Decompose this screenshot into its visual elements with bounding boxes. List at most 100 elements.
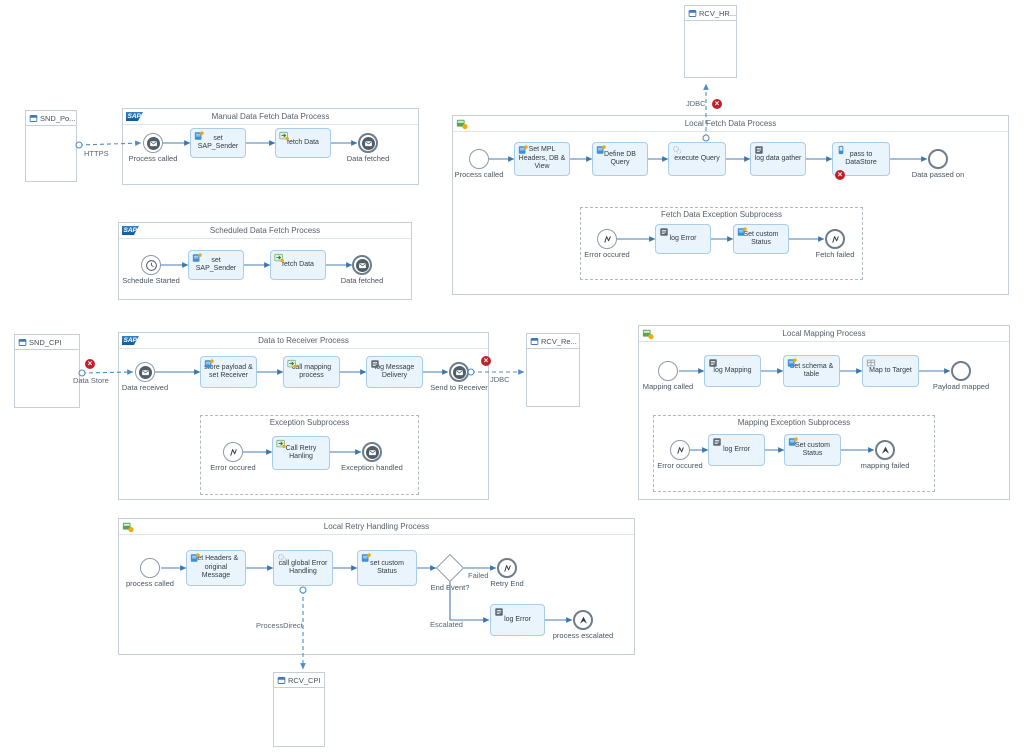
process-title: Local Mapping Process: [782, 329, 866, 338]
event-d2r-start[interactable]: [135, 362, 155, 382]
jdbc-right-label: JDBC: [490, 375, 510, 384]
jdbc-up-label: JDBC: [686, 99, 706, 108]
error-badge: ×: [835, 170, 845, 180]
mapping-icon: [866, 358, 876, 368]
task-es-call-retry-hanling[interactable]: Call Retry Hanling: [272, 436, 330, 470]
task-lm-map-to-target[interactable]: Map to Target: [862, 355, 919, 387]
event-manual-end[interactable]: [358, 133, 378, 153]
participant-icon: [29, 114, 38, 123]
sap-logo: SAP: [122, 226, 139, 235]
event-label: Mapping called: [642, 382, 694, 391]
task-lf-pass-to-datastore[interactable]: pass to DataStore ×: [832, 142, 890, 180]
event-fs-error-end[interactable]: [825, 229, 845, 249]
task-label: fetch Data: [287, 138, 319, 146]
script-icon: [754, 145, 764, 155]
task-lf-set-mpl-headers[interactable]: Set MPL Headers, DB & View: [514, 142, 570, 176]
event-rt-retry-end[interactable]: [497, 558, 517, 578]
task-fs-log-error[interactable]: log Error: [655, 224, 711, 254]
task-label: log Error: [504, 615, 531, 623]
event-label: Process called: [454, 170, 504, 179]
task-label: set custom Status: [370, 559, 404, 575]
process-title: Manual Data Fetch Data Process: [211, 112, 330, 121]
content-modifier-icon: [788, 437, 798, 447]
task-label: set SAP_Sender: [195, 256, 237, 272]
task-fs-set-custom-status[interactable]: Set custom Status: [733, 224, 789, 254]
event-label: mapping failed: [860, 461, 910, 470]
participant-snd-po[interactable]: SND_Po...: [25, 110, 77, 182]
task-rt-set-custom-status[interactable]: set custom Status: [357, 550, 417, 586]
error-bolt-icon: [676, 446, 684, 454]
event-manual-start[interactable]: [143, 133, 163, 153]
task-lm-log-mapping[interactable]: log Mapping: [704, 355, 761, 387]
task-d2r-store-payload[interactable]: store payload & set Receiver: [200, 356, 257, 388]
script-icon: [494, 607, 504, 617]
task-lf-define-db-query[interactable]: Define DB Query: [592, 142, 648, 176]
task-rt-set-headers[interactable]: set Headers & original Message: [186, 550, 246, 586]
task-manual-fetch-data[interactable]: fetch Data: [275, 128, 331, 158]
event-rt-escalation-end[interactable]: [573, 610, 593, 630]
error-badge: ×: [712, 99, 722, 109]
content-modifier-icon: [787, 358, 797, 368]
process-title: Scheduled Data Fetch Process: [209, 226, 321, 235]
participant-snd-cpi[interactable]: SND_CPI: [14, 334, 80, 408]
task-lf-log-data-gather[interactable]: log data gather: [750, 142, 806, 176]
participant-icon: [530, 337, 539, 346]
participant-header: RCV_CPI: [274, 673, 324, 688]
task-lf-execute-query[interactable]: execute Query: [668, 142, 726, 176]
content-modifier-icon: [361, 553, 371, 563]
error-bolt-icon: [229, 448, 237, 456]
task-ms-log-error[interactable]: log Error: [708, 434, 765, 466]
event-sched-start[interactable]: [141, 255, 161, 275]
participant-label: RCV_HR...: [699, 8, 736, 18]
task-label: Call Retry Hanling: [285, 444, 317, 460]
task-label: Set custom Status: [743, 230, 779, 246]
participant-rcv-cpi[interactable]: RCV_CPI: [273, 672, 325, 747]
datastore-label: Data Store: [73, 376, 109, 385]
content-modifier-icon: [737, 227, 747, 237]
subprocess-title: Fetch Data Exception Subprocess: [661, 210, 782, 219]
task-sched-fetch-data[interactable]: fetch Data: [270, 250, 326, 280]
event-lm-start[interactable]: [658, 361, 678, 381]
event-lf-end[interactable]: [928, 149, 948, 169]
process-local-retry-handling[interactable]: Local Retry Handling Process: [118, 518, 635, 655]
local-process-icon: [122, 521, 134, 533]
subprocess-fetch-data-exception[interactable]: Fetch Data Exception Subprocess: [580, 207, 863, 280]
error-bolt-icon: [603, 235, 611, 243]
event-ms-error-start[interactable]: [670, 440, 690, 460]
event-lm-end[interactable]: [951, 361, 971, 381]
event-label: Fetch failed: [815, 250, 855, 259]
task-label: Map to Target: [869, 366, 912, 374]
event-es-error-start[interactable]: [223, 442, 243, 462]
gateway-label: End Event?: [430, 583, 470, 592]
task-manual-set-sap-sender[interactable]: set SAP_Sender: [190, 128, 246, 158]
event-d2r-end[interactable]: [449, 362, 469, 382]
error-badge: ×: [481, 356, 491, 366]
task-d2r-log-message-delivery[interactable]: log Message Delivery: [366, 356, 423, 388]
event-label: Data fetched: [346, 154, 390, 163]
task-label: call mapping process: [291, 363, 332, 379]
task-label: log Error: [669, 234, 697, 242]
event-fs-error-start[interactable]: [597, 229, 617, 249]
event-label: process escalated: [552, 631, 614, 640]
task-rt-call-global-error[interactable]: call global Error Handling: [273, 550, 333, 586]
event-label: process called: [126, 579, 174, 588]
task-ms-set-custom-status[interactable]: Set custom Status: [784, 434, 841, 466]
process-header: Manual Data Fetch Data Process SAP: [123, 109, 418, 125]
task-label: store payload & set Receiver: [204, 363, 253, 379]
task-d2r-call-mapping[interactable]: call mapping process: [283, 356, 340, 388]
task-lm-set-schema-table[interactable]: Set schema & table: [783, 355, 840, 387]
task-sched-set-sap-sender[interactable]: set SAP_Sender: [188, 250, 244, 280]
event-ms-escalation-end[interactable]: [875, 440, 895, 460]
task-label: set Headers & original Message: [193, 555, 239, 580]
process-call-icon: [279, 131, 289, 141]
event-label: Process called: [128, 154, 178, 163]
participant-rcv-hr[interactable]: RCV_HR...: [684, 5, 737, 78]
task-rt-log-error[interactable]: log Error: [490, 604, 545, 636]
event-rt-start[interactable]: [140, 558, 160, 578]
task-label: Set schema & table: [789, 362, 834, 378]
event-es-end[interactable]: [362, 442, 382, 462]
event-lf-start[interactable]: [469, 149, 489, 169]
event-sched-end[interactable]: [352, 255, 372, 275]
participant-rcv-re[interactable]: RCV_Re...: [526, 333, 580, 407]
